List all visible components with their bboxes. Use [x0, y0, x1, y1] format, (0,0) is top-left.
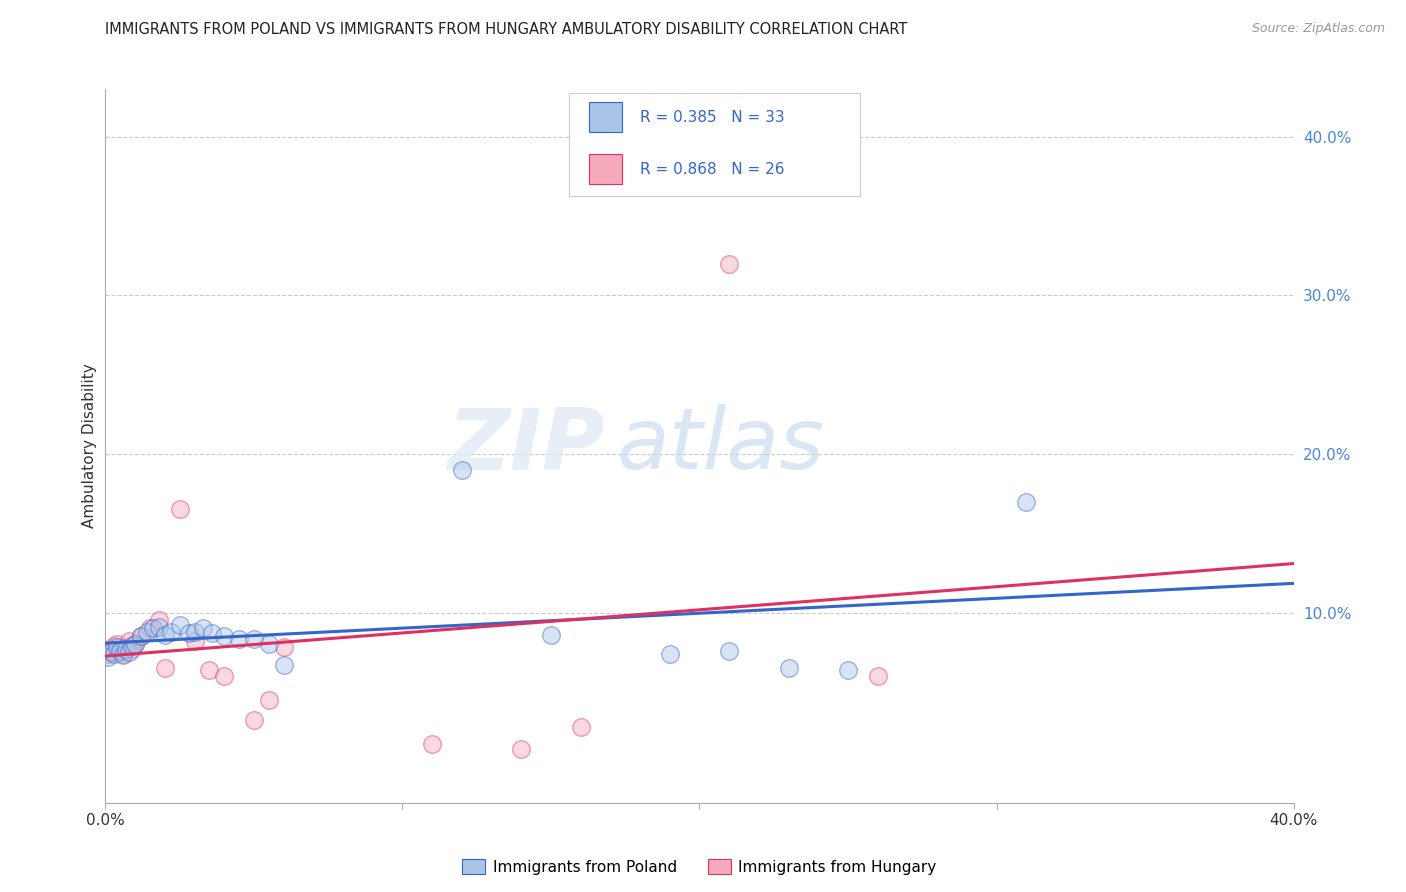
Point: [778, 661, 800, 675]
Point: [124, 637, 146, 651]
Text: R = 0.385   N = 33: R = 0.385 N = 33: [640, 110, 785, 125]
Point: [169, 502, 191, 516]
Point: [142, 621, 165, 635]
Point: [153, 628, 176, 642]
Text: ZIP: ZIP: [447, 404, 605, 488]
Point: [866, 669, 889, 683]
FancyBboxPatch shape: [569, 93, 860, 196]
Point: [718, 643, 741, 657]
FancyBboxPatch shape: [589, 154, 623, 184]
Point: [183, 634, 205, 648]
Point: [110, 643, 132, 657]
Point: [243, 714, 266, 728]
Point: [100, 645, 122, 659]
Point: [105, 640, 128, 655]
Point: [1015, 494, 1038, 508]
Point: [112, 648, 135, 663]
Point: [103, 647, 125, 661]
Point: [169, 618, 191, 632]
Point: [129, 629, 152, 643]
Point: [139, 621, 162, 635]
Point: [110, 645, 132, 659]
Point: [273, 657, 295, 672]
Point: [198, 663, 221, 677]
Point: [257, 637, 280, 651]
Point: [121, 642, 143, 657]
Point: [97, 647, 120, 661]
Point: [115, 640, 138, 655]
Point: [121, 639, 143, 653]
Point: [214, 669, 236, 683]
Point: [510, 742, 533, 756]
Point: [243, 632, 266, 647]
Point: [153, 661, 176, 675]
Point: [118, 634, 141, 648]
Point: [112, 647, 135, 661]
Point: [273, 640, 295, 655]
Point: [97, 649, 120, 664]
Point: [214, 629, 236, 643]
Point: [420, 737, 443, 751]
Point: [201, 626, 224, 640]
Point: [183, 624, 205, 639]
Text: Source: ZipAtlas.com: Source: ZipAtlas.com: [1251, 22, 1385, 36]
Point: [193, 621, 215, 635]
Point: [136, 624, 159, 639]
Point: [228, 632, 250, 647]
Point: [540, 628, 562, 642]
Legend: Immigrants from Poland, Immigrants from Hungary: Immigrants from Poland, Immigrants from …: [457, 853, 942, 880]
Point: [100, 643, 122, 657]
Point: [718, 257, 741, 271]
Y-axis label: Ambulatory Disability: Ambulatory Disability: [82, 364, 97, 528]
Point: [103, 639, 125, 653]
Point: [148, 620, 170, 634]
Point: [159, 624, 181, 639]
Point: [257, 692, 280, 706]
Point: [148, 614, 170, 628]
Text: R = 0.868   N = 26: R = 0.868 N = 26: [640, 161, 785, 177]
Text: atlas: atlas: [616, 404, 824, 488]
Point: [658, 647, 681, 661]
Text: IMMIGRANTS FROM POLAND VS IMMIGRANTS FROM HUNGARY AMBULATORY DISABILITY CORRELAT: IMMIGRANTS FROM POLAND VS IMMIGRANTS FRO…: [105, 22, 908, 37]
Point: [569, 720, 592, 734]
Point: [450, 463, 472, 477]
Point: [129, 629, 152, 643]
FancyBboxPatch shape: [589, 102, 623, 132]
Point: [105, 637, 128, 651]
Point: [837, 663, 859, 677]
Point: [177, 626, 200, 640]
Point: [115, 642, 138, 657]
Point: [124, 637, 146, 651]
Point: [118, 645, 141, 659]
